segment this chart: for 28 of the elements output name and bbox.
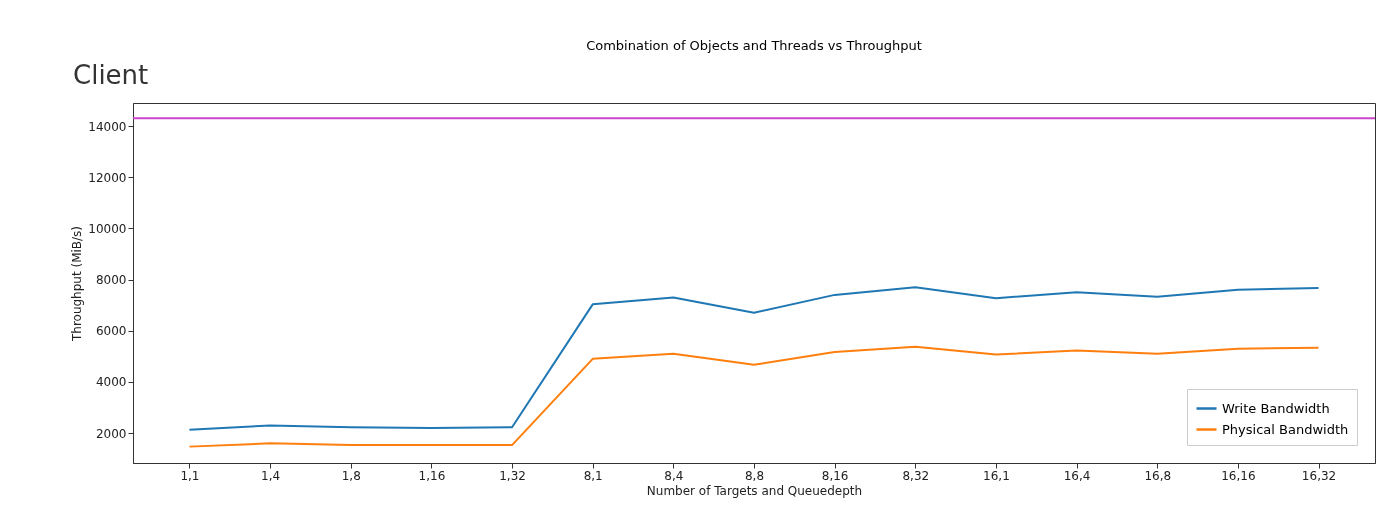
x-tick-label: 16,1 [983,468,1010,483]
x-tick-label: 1,8 [341,468,361,483]
y-tick-label: 6000 [95,324,127,339]
legend-label: Write Bandwidth [1222,400,1330,416]
y-axis-title: Throughput (MiB/s) [70,225,85,343]
x-tick-label: 16,16 [1221,468,1256,483]
x-tick-label: 16,4 [1063,468,1091,483]
y-tick-label: 14000 [88,119,127,134]
y-tick-label: 2000 [95,426,127,441]
y-tick-label: 4000 [95,375,127,390]
x-tick-label: 1,16 [418,468,446,483]
x-tick-label: 8,16 [821,468,849,483]
x-tick-label: 16,8 [1144,468,1172,483]
x-tick-label: 8,1 [583,468,603,483]
x-axis-title: Number of Targets and Queuedepth [646,483,863,498]
x-tick-label: 1,1 [180,468,200,483]
x-tick-label: 8,32 [902,468,930,483]
x-tick-label: 1,32 [499,468,526,483]
x-tick-label: 8,8 [744,468,765,483]
y-tick-label: 10000 [88,221,127,236]
y-tick-label: 8000 [95,273,127,288]
y-tick-label: 12000 [88,170,127,185]
legend-label: Physical Bandwidth [1222,421,1349,437]
chart-title: Combination of Objects and Threads vs Throughput [586,38,922,53]
text: Client [73,60,149,90]
x-tick-label: 16,32 [1301,468,1337,483]
x-tick-label: 1,4 [261,468,281,483]
x-tick-label: 8,4 [664,468,684,483]
